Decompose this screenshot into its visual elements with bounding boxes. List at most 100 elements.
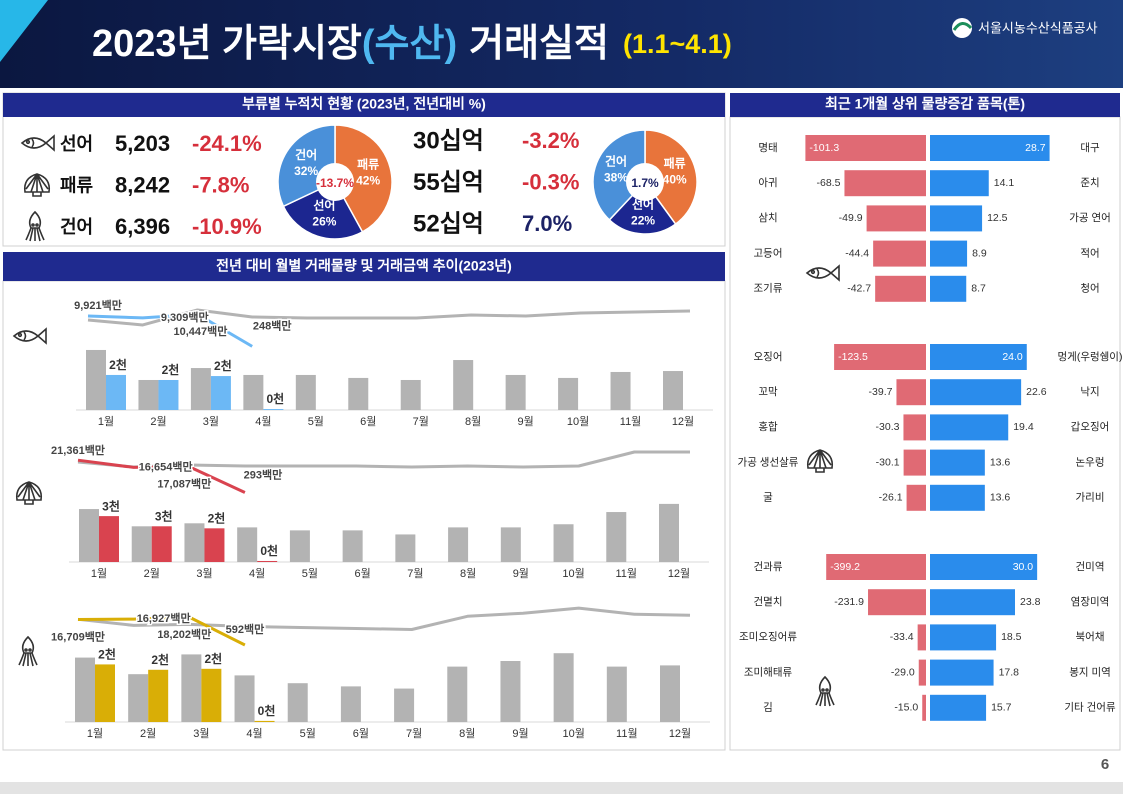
- increase-bar: [930, 240, 968, 267]
- pie-value-label: 32%: [294, 164, 318, 178]
- title-rest: 거래실적: [469, 23, 609, 65]
- amount: 55십억: [413, 169, 484, 196]
- bar: [148, 669, 169, 722]
- increase-category: 준치: [1080, 177, 1099, 189]
- x-tick-label: 5월: [302, 567, 318, 580]
- line-value-label: 17,087백만: [157, 477, 211, 491]
- bar: [204, 528, 225, 562]
- x-tick-label: 2월: [144, 567, 160, 580]
- bar: [394, 688, 415, 722]
- x-tick-label: 9월: [518, 415, 534, 428]
- bar: [606, 666, 627, 722]
- x-tick-label: 2월: [140, 727, 156, 740]
- x-tick-label: 3월: [193, 727, 209, 740]
- increase-category: 적어: [1080, 247, 1099, 259]
- bar-value-label: 3천: [102, 498, 120, 513]
- x-tick-label: 4월: [246, 727, 262, 740]
- pie-category: 건어: [605, 154, 627, 169]
- amount-change: 7.0%: [522, 211, 572, 236]
- bar-value-label: 2천: [151, 652, 169, 667]
- decrease-bar: [896, 379, 926, 406]
- bar: [342, 530, 363, 562]
- decrease-bar: [875, 275, 926, 302]
- increase-value-label: 30.0: [1013, 561, 1034, 573]
- x-tick-label: 6월: [360, 415, 376, 428]
- page-number: 6: [1101, 756, 1109, 773]
- decrease-category: 김: [763, 702, 773, 714]
- x-tick-label: 10월: [562, 727, 584, 740]
- increase-category: 북어채: [1076, 631, 1105, 643]
- monthly-title: 전년 대비 월별 거래물량 및 거래금액 추이(2023년): [216, 258, 512, 274]
- x-tick-label: 8월: [460, 567, 476, 580]
- bar: [659, 503, 679, 562]
- bar: [254, 720, 275, 722]
- x-tick-label: 3월: [203, 415, 219, 428]
- bar: [500, 527, 521, 562]
- line: [87, 308, 691, 327]
- x-tick-label: 10월: [562, 567, 584, 580]
- page-title: 2023년 가락시장(수산) 거래실적 (1.1~4.1): [92, 23, 732, 65]
- bar: [558, 377, 579, 410]
- org-logo-mark: [952, 22, 973, 31]
- decrease-value-label: -29.0: [891, 666, 915, 678]
- x-tick-label: 6월: [355, 567, 371, 580]
- line-value-label: 293백만: [244, 467, 283, 481]
- pie-value-label: 22%: [631, 213, 655, 227]
- line-value-label: 21,361백만: [51, 443, 105, 457]
- x-tick-label: 1월: [98, 415, 114, 428]
- decrease-category: 고등어: [754, 247, 783, 259]
- pie-slice: [608, 180, 677, 235]
- increase-value-label: 8.7: [971, 283, 986, 295]
- increase-bar: [930, 589, 1015, 616]
- monthly-header: [3, 252, 725, 281]
- decrease-category: 조기류: [754, 283, 783, 295]
- decrease-value-label: -399.2: [830, 561, 860, 573]
- bar: [287, 683, 308, 722]
- x-tick-label: 12월: [668, 567, 690, 580]
- decrease-bar: [805, 135, 926, 161]
- increase-category: 가리비: [1076, 492, 1105, 504]
- category-name: 건어: [60, 217, 93, 237]
- x-tick-label: 10월: [567, 415, 589, 428]
- increase-bar: [930, 659, 994, 686]
- x-tick-label: 8월: [459, 727, 475, 740]
- x-tick-label: 9월: [512, 727, 528, 740]
- increase-value-label: 22.6: [1026, 386, 1047, 398]
- decrease-value-label: -33.4: [890, 631, 914, 643]
- increase-category: 염장미역: [1071, 596, 1110, 608]
- bar: [201, 668, 222, 722]
- decrease-category: 아귀: [758, 177, 777, 189]
- increase-bar: [930, 624, 997, 651]
- increase-bar: [930, 414, 1009, 441]
- decrease-value-label: -39.7: [869, 386, 893, 398]
- x-tick-label: 11월: [620, 415, 642, 428]
- x-tick-label: 9월: [513, 567, 529, 580]
- volume: 6,396: [115, 214, 170, 239]
- amount: 52십억: [413, 210, 484, 237]
- decrease-value-label: -44.4: [845, 247, 869, 259]
- increase-bar: [930, 170, 989, 197]
- increase-bar: [930, 135, 1050, 161]
- decrease-value-label: -42.7: [847, 283, 871, 295]
- bar: [448, 527, 469, 562]
- pie-hole: [316, 163, 354, 201]
- bar: [181, 654, 202, 722]
- organization: 서울시농수산식품공사: [978, 20, 1098, 35]
- increase-bar: [930, 554, 1038, 580]
- x-tick-label: 12월: [672, 415, 694, 428]
- increase-value-label: 13.6: [990, 492, 1011, 504]
- bar: [663, 371, 683, 410]
- line-value-label: 9,309백만: [161, 310, 209, 324]
- x-tick-label: 11월: [615, 567, 637, 580]
- title-highlight: (수산): [362, 23, 457, 65]
- pie-category: 패류: [664, 157, 686, 171]
- decrease-bar: [826, 554, 926, 580]
- bar-value-label: 3천: [155, 508, 173, 523]
- increase-value-label: 13.6: [990, 456, 1011, 468]
- increase-value-label: 17.8: [999, 666, 1020, 678]
- decrease-bar: [903, 449, 926, 476]
- x-tick-label: 5월: [308, 415, 324, 428]
- bar: [75, 657, 95, 722]
- x-tick-label: 4월: [255, 415, 271, 428]
- x-tick-label: 12월: [669, 727, 691, 740]
